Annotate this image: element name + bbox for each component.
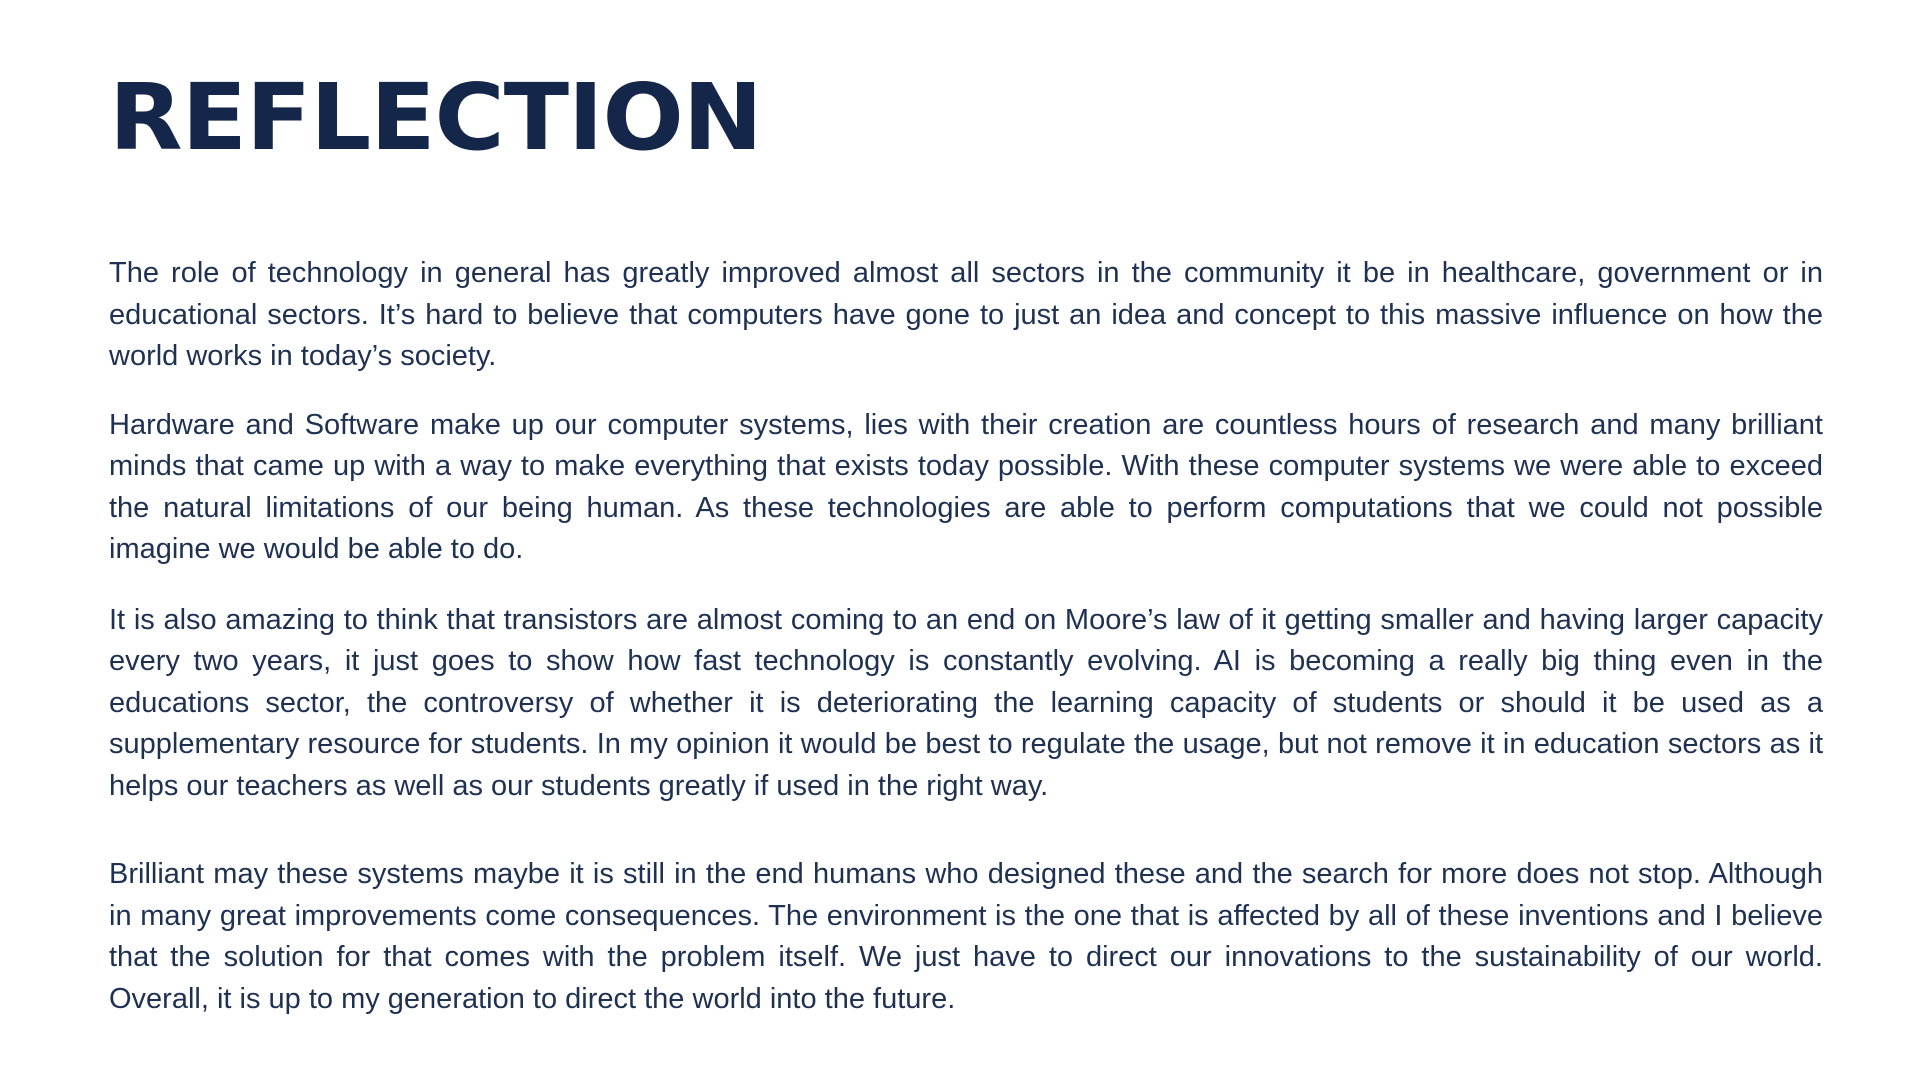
slide-body: The role of technology in general has gr… — [109, 253, 1823, 1020]
slide-title: REFLECTION — [109, 64, 763, 171]
paragraph-technology-role: The role of technology in general has gr… — [109, 257, 1823, 372]
paragraph-hardware-software: Hardware and Software make up our comput… — [109, 408, 1823, 566]
paragraph-sustainability: Brilliant may these systems maybe it is … — [109, 858, 1823, 1015]
paragraph-transistors-ai: It is also amazing to think that transis… — [109, 603, 1823, 802]
